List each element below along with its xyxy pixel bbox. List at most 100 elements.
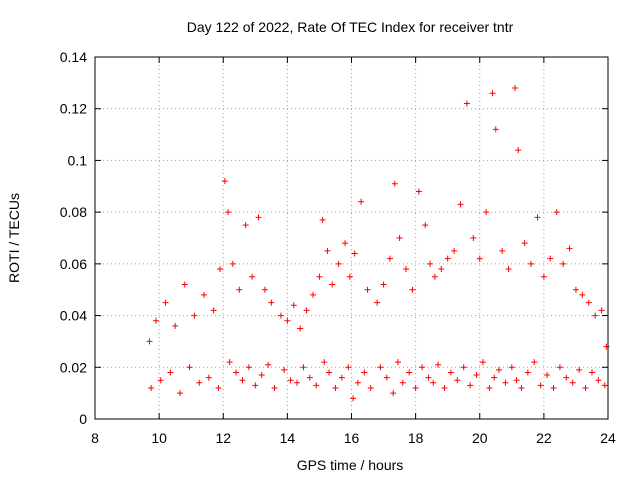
data-point	[435, 361, 442, 368]
data-point	[290, 302, 297, 309]
y-tick-label: 0	[79, 411, 87, 427]
data-point	[592, 312, 599, 319]
data-point	[576, 366, 583, 373]
data-point	[152, 317, 159, 324]
data-point	[249, 273, 256, 280]
data-point	[354, 379, 361, 386]
data-point	[324, 247, 331, 254]
data-point	[473, 372, 480, 379]
chart-title: Day 122 of 2022, Rate Of TEC Index for r…	[187, 19, 514, 35]
data-point	[361, 369, 368, 376]
data-point	[258, 372, 265, 379]
data-point	[513, 377, 520, 384]
data-point	[310, 291, 317, 298]
x-tick-label: 22	[536, 430, 552, 446]
data-point	[319, 216, 326, 223]
data-point	[588, 369, 595, 376]
data-point	[181, 281, 188, 288]
data-point	[512, 85, 519, 92]
data-point	[351, 250, 358, 257]
x-tick-label: 16	[344, 430, 360, 446]
data-point	[595, 377, 602, 384]
data-point	[255, 214, 262, 221]
data-point	[524, 369, 531, 376]
data-point	[483, 209, 490, 216]
data-point	[346, 273, 353, 280]
data-point	[383, 374, 390, 381]
data-point	[585, 299, 592, 306]
data-point	[358, 198, 365, 205]
data-point	[239, 377, 246, 384]
data-point	[252, 382, 259, 389]
data-point	[441, 384, 448, 391]
data-point	[521, 240, 528, 247]
data-point	[265, 361, 272, 368]
x-axis-label: GPS time / hours	[297, 457, 404, 473]
grid-lines	[95, 57, 608, 419]
data-point	[508, 364, 515, 371]
data-point	[556, 364, 563, 371]
data-point	[563, 374, 570, 381]
data-point	[515, 147, 522, 154]
data-point	[399, 379, 406, 386]
data-point	[415, 188, 422, 195]
data-point	[335, 260, 342, 267]
data-point	[412, 384, 419, 391]
data-point	[374, 299, 381, 306]
data-point	[422, 222, 429, 229]
data-point	[553, 209, 560, 216]
data-point	[329, 281, 336, 288]
data-point	[229, 260, 236, 267]
data-point	[550, 384, 557, 391]
data-point	[406, 369, 413, 376]
y-tick-label: 0.1	[68, 152, 88, 168]
data-point	[427, 260, 434, 267]
data-point	[560, 260, 567, 267]
y-tick-label: 0.06	[60, 256, 87, 272]
data-point	[502, 379, 509, 386]
data-point	[534, 214, 541, 221]
data-point	[332, 384, 339, 391]
x-tick-label: 12	[215, 430, 231, 446]
data-point	[438, 266, 445, 273]
data-point	[321, 359, 328, 366]
data-point	[476, 255, 483, 262]
data-point	[544, 372, 551, 379]
data-point	[572, 286, 579, 293]
data-points	[146, 85, 610, 402]
data-point	[313, 382, 320, 389]
data-point	[489, 90, 496, 97]
data-point	[221, 178, 228, 185]
data-point	[409, 286, 416, 293]
data-point	[277, 312, 284, 319]
data-point	[499, 247, 506, 254]
data-point	[297, 325, 304, 332]
data-point	[217, 266, 224, 273]
data-point	[350, 395, 357, 402]
data-point	[579, 291, 586, 298]
data-point	[338, 374, 345, 381]
data-point	[394, 359, 401, 366]
y-tick-label: 0.02	[60, 359, 87, 375]
data-point	[540, 273, 547, 280]
data-point	[326, 369, 333, 376]
y-tick-labels: 0 0.02 0.04 0.06 0.08 0.1 0.12 0.14	[60, 49, 87, 427]
data-point	[380, 281, 387, 288]
data-point	[419, 364, 426, 371]
data-point	[505, 266, 512, 273]
y-tick-label: 0.12	[60, 101, 87, 117]
data-point	[537, 382, 544, 389]
data-point	[146, 338, 153, 345]
data-point	[284, 317, 291, 324]
data-point	[225, 209, 232, 216]
x-tick-labels: 8 10 12 14 16 18 20 22 24	[91, 430, 616, 446]
x-tick-label: 8	[91, 430, 99, 446]
data-point	[467, 382, 474, 389]
data-point	[547, 255, 554, 262]
data-point	[386, 255, 393, 262]
data-point	[172, 322, 179, 329]
data-point	[479, 359, 486, 366]
data-point	[201, 291, 208, 298]
data-point	[226, 359, 233, 366]
